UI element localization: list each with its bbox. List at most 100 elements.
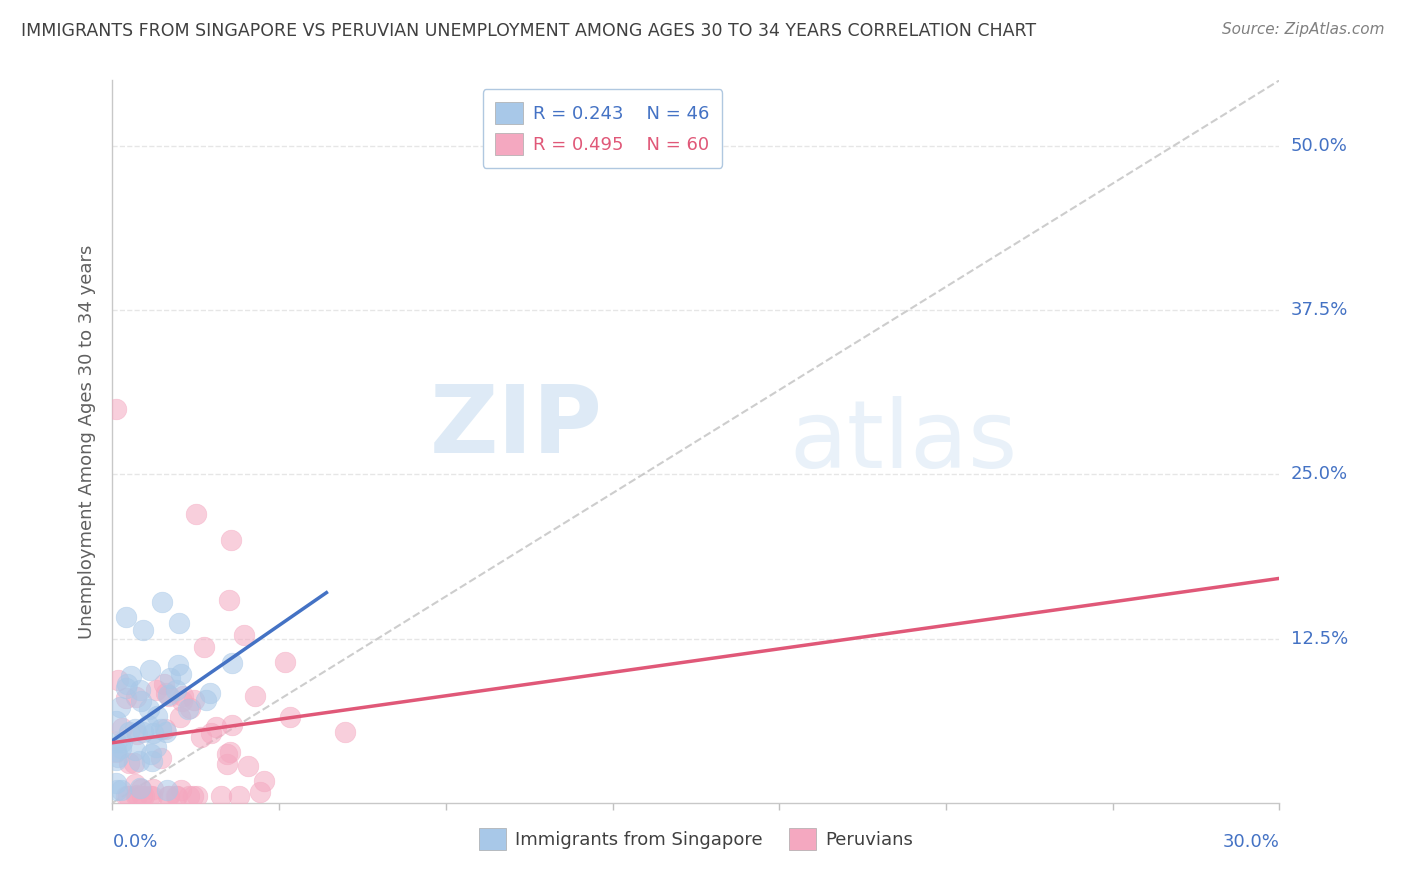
Point xyxy=(117,789,139,804)
Point xyxy=(117,677,139,691)
Point xyxy=(243,690,266,704)
Point xyxy=(118,724,141,739)
Point xyxy=(122,756,145,770)
Point xyxy=(120,669,142,683)
Point xyxy=(198,686,221,700)
Point xyxy=(118,756,141,771)
Point xyxy=(177,702,200,716)
Point xyxy=(114,691,136,706)
Point xyxy=(125,788,148,802)
Point xyxy=(132,789,155,804)
Point xyxy=(150,595,173,609)
Point xyxy=(128,754,150,768)
Point xyxy=(145,740,167,755)
Point xyxy=(155,686,177,700)
Point xyxy=(186,789,208,804)
Point xyxy=(155,725,177,739)
Point xyxy=(132,624,155,638)
Point xyxy=(141,754,163,768)
Point xyxy=(115,609,138,624)
Text: 37.5%: 37.5% xyxy=(1291,301,1348,319)
Point xyxy=(274,655,297,669)
Point xyxy=(156,782,179,797)
Point xyxy=(142,781,165,796)
Point xyxy=(124,777,146,791)
Point xyxy=(111,735,134,749)
Point xyxy=(183,692,205,706)
Point xyxy=(184,507,207,521)
Point xyxy=(218,745,240,759)
Point xyxy=(107,750,129,764)
Point xyxy=(115,681,138,695)
Point xyxy=(221,657,243,671)
Point xyxy=(139,747,162,762)
Point xyxy=(221,718,243,732)
Point xyxy=(138,702,160,716)
Point xyxy=(132,725,155,739)
Point xyxy=(110,741,132,756)
Point xyxy=(253,774,276,789)
Point xyxy=(335,724,357,739)
Point xyxy=(179,789,201,804)
Point xyxy=(108,700,131,714)
Point xyxy=(165,789,187,804)
Text: 30.0%: 30.0% xyxy=(1223,833,1279,851)
Point xyxy=(193,640,215,654)
Point xyxy=(131,781,153,796)
Point xyxy=(215,747,238,761)
Point xyxy=(155,722,177,736)
Point xyxy=(129,694,152,708)
Text: ZIP: ZIP xyxy=(430,381,603,473)
Point xyxy=(141,789,163,804)
Point xyxy=(157,689,180,703)
Point xyxy=(127,726,149,740)
Text: IMMIGRANTS FROM SINGAPORE VS PERUVIAN UNEMPLOYMENT AMONG AGES 30 TO 34 YEARS COR: IMMIGRANTS FROM SINGAPORE VS PERUVIAN UN… xyxy=(21,22,1036,40)
Point xyxy=(170,782,193,797)
Point xyxy=(129,781,152,796)
Y-axis label: Unemployment Among Ages 30 to 34 years: Unemployment Among Ages 30 to 34 years xyxy=(77,244,96,639)
Point xyxy=(157,688,180,702)
Point xyxy=(159,671,181,685)
Point xyxy=(221,533,243,547)
Point xyxy=(157,789,180,804)
Point xyxy=(138,789,160,804)
Point xyxy=(190,730,212,744)
Point xyxy=(105,745,128,759)
Point xyxy=(131,789,153,804)
Point xyxy=(107,673,129,687)
Point xyxy=(249,785,271,799)
Point xyxy=(136,717,159,731)
Point xyxy=(124,723,146,737)
Text: 25.0%: 25.0% xyxy=(1291,466,1348,483)
Point xyxy=(105,782,128,797)
Point xyxy=(166,789,188,804)
Text: 12.5%: 12.5% xyxy=(1291,630,1348,648)
Point xyxy=(142,726,165,740)
Point xyxy=(204,720,226,734)
Point xyxy=(170,666,193,681)
Point xyxy=(115,789,138,804)
Text: 0.0%: 0.0% xyxy=(112,833,157,851)
Point xyxy=(125,690,148,704)
Point xyxy=(105,753,128,767)
Point xyxy=(152,677,174,691)
Point xyxy=(157,789,180,804)
Point xyxy=(145,683,167,698)
Point xyxy=(105,776,128,790)
Point xyxy=(165,683,187,698)
Point xyxy=(129,683,152,698)
Point xyxy=(172,690,194,704)
Text: atlas: atlas xyxy=(789,395,1018,488)
Point xyxy=(105,401,128,416)
Point xyxy=(169,710,191,724)
Point xyxy=(179,701,201,715)
Text: 50.0%: 50.0% xyxy=(1291,137,1347,155)
Point xyxy=(218,592,240,607)
Point xyxy=(167,616,190,631)
Point xyxy=(139,663,162,677)
Point xyxy=(217,757,239,772)
Point xyxy=(166,658,188,673)
Point xyxy=(209,789,232,804)
Point xyxy=(149,751,172,765)
Point xyxy=(200,726,222,740)
